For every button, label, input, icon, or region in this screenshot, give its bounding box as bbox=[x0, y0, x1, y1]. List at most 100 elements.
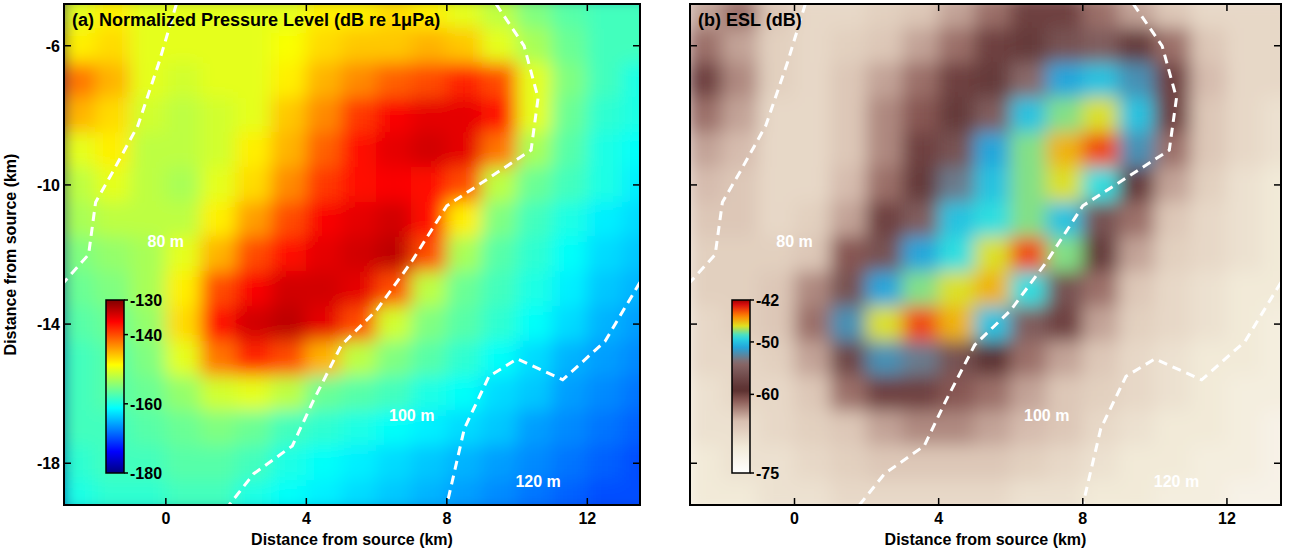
cell bbox=[64, 445, 96, 481]
cell bbox=[587, 376, 623, 412]
cell bbox=[1226, 341, 1263, 377]
cell bbox=[446, 97, 482, 133]
cell bbox=[165, 97, 201, 133]
cell bbox=[622, 28, 640, 64]
cell bbox=[341, 97, 377, 133]
x-tick bbox=[165, 498, 167, 505]
cell bbox=[690, 63, 723, 99]
cell bbox=[95, 237, 131, 273]
cell bbox=[341, 480, 377, 505]
cell bbox=[517, 202, 553, 238]
cell bbox=[1082, 376, 1119, 412]
cell bbox=[1262, 237, 1281, 273]
cell bbox=[376, 306, 412, 342]
cell bbox=[1046, 271, 1083, 307]
contour-label: 100 m bbox=[389, 407, 434, 424]
cell bbox=[1190, 97, 1227, 133]
contours bbox=[64, 4, 640, 505]
cell bbox=[236, 97, 272, 133]
cell bbox=[794, 132, 831, 168]
cell bbox=[552, 306, 588, 342]
cell bbox=[306, 445, 342, 481]
cell bbox=[866, 167, 903, 203]
cell bbox=[1010, 202, 1047, 238]
colorbar-tick-label: -75 bbox=[756, 465, 779, 482]
cell bbox=[938, 167, 975, 203]
cell bbox=[130, 341, 166, 377]
cell bbox=[1226, 480, 1263, 505]
cell bbox=[481, 63, 517, 99]
cell bbox=[1226, 4, 1263, 29]
cell bbox=[200, 97, 236, 133]
cell bbox=[130, 480, 166, 505]
cell bbox=[1154, 202, 1191, 238]
cell bbox=[722, 480, 759, 505]
cell bbox=[341, 411, 377, 447]
cell bbox=[376, 445, 412, 481]
cell bbox=[376, 28, 412, 64]
cell bbox=[341, 341, 377, 377]
cell bbox=[271, 306, 307, 342]
cell bbox=[517, 376, 553, 412]
cell bbox=[517, 4, 553, 29]
cell bbox=[1046, 306, 1083, 342]
cell bbox=[200, 411, 236, 447]
y-tick bbox=[633, 45, 640, 47]
cell bbox=[1118, 480, 1155, 505]
cell bbox=[552, 376, 588, 412]
cell bbox=[794, 167, 831, 203]
cell bbox=[794, 63, 831, 99]
cell bbox=[446, 271, 482, 307]
x-tick bbox=[938, 4, 940, 11]
cell bbox=[1082, 237, 1119, 273]
cell bbox=[866, 4, 903, 29]
cell bbox=[64, 28, 96, 64]
cell bbox=[376, 97, 412, 133]
cell bbox=[1262, 202, 1281, 238]
contour-label: 120 m bbox=[1154, 473, 1199, 490]
cell bbox=[306, 411, 342, 447]
cell bbox=[866, 480, 903, 505]
cell bbox=[341, 132, 377, 168]
colorbar-bar bbox=[106, 300, 124, 473]
cell bbox=[938, 306, 975, 342]
cell bbox=[1046, 480, 1083, 505]
cell bbox=[1190, 237, 1227, 273]
cell bbox=[974, 202, 1011, 238]
cell bbox=[1154, 341, 1191, 377]
cell bbox=[830, 271, 867, 307]
x-tick bbox=[587, 498, 589, 505]
y-tick bbox=[633, 323, 640, 325]
cell bbox=[1118, 306, 1155, 342]
cell bbox=[306, 167, 342, 203]
cell bbox=[517, 132, 553, 168]
cell bbox=[95, 63, 131, 99]
cell bbox=[1262, 376, 1281, 412]
cell bbox=[1154, 237, 1191, 273]
frame bbox=[64, 4, 640, 505]
cell bbox=[1010, 167, 1047, 203]
colorbar-tick-label: -42 bbox=[756, 292, 779, 309]
panel-1: 04812Distance from source (km)(b) ESL (d… bbox=[686, 0, 1289, 548]
cell bbox=[271, 376, 307, 412]
cell bbox=[1010, 480, 1047, 505]
cell bbox=[552, 63, 588, 99]
cell bbox=[1082, 445, 1119, 481]
cell bbox=[938, 97, 975, 133]
cell bbox=[1226, 28, 1263, 64]
cell bbox=[938, 28, 975, 64]
cell bbox=[866, 271, 903, 307]
cell bbox=[622, 376, 640, 412]
cell bbox=[830, 445, 867, 481]
cell bbox=[130, 445, 166, 481]
cell bbox=[1082, 28, 1119, 64]
cell bbox=[830, 202, 867, 238]
cell bbox=[866, 28, 903, 64]
cell bbox=[587, 4, 623, 29]
cell bbox=[830, 4, 867, 29]
cell bbox=[446, 237, 482, 273]
cell bbox=[938, 202, 975, 238]
cell bbox=[411, 445, 447, 481]
cell bbox=[306, 97, 342, 133]
cell bbox=[271, 237, 307, 273]
